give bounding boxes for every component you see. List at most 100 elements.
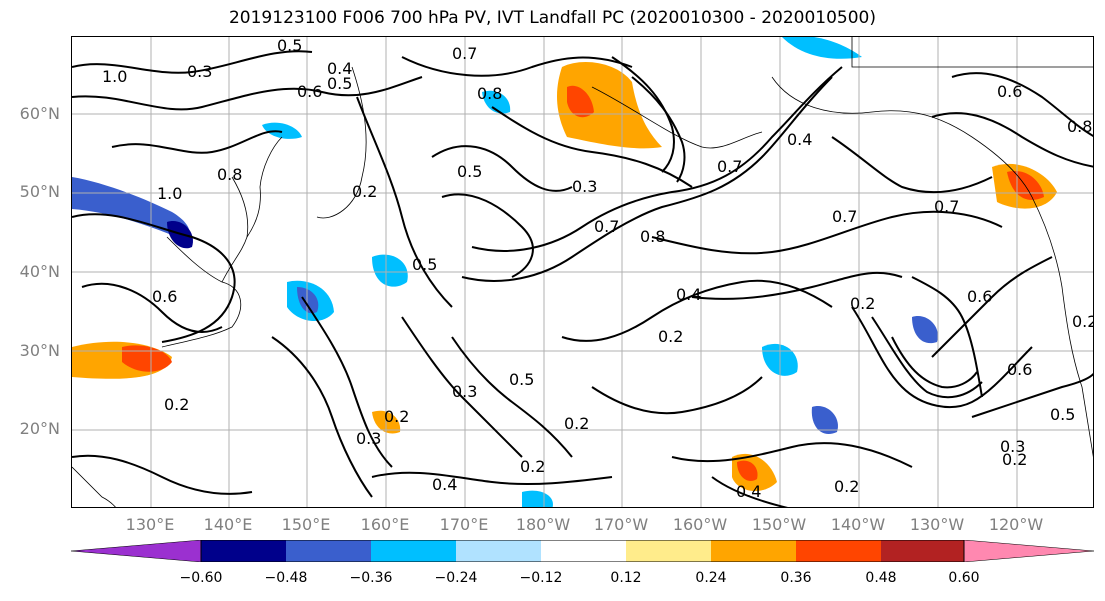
lon-label-140w: 140°W <box>830 515 886 534</box>
contour-label: 0.7 <box>934 197 959 216</box>
contour-label: 0.7 <box>594 217 619 236</box>
contour-label: 0.4 <box>432 475 457 494</box>
colorbar <box>71 540 1094 562</box>
colorbar-segment <box>71 540 202 562</box>
shading-blob <box>912 316 938 344</box>
contour-label: 0.3 <box>356 429 381 448</box>
contour-label: 0.6 <box>1007 360 1032 379</box>
colorbar-tick: −0.36 <box>349 570 393 586</box>
lon-label-160w: 160°W <box>672 515 728 534</box>
contour-label: 0.2 <box>1002 450 1027 469</box>
contour-label: 0.6 <box>967 287 992 306</box>
colorbar-tick: −0.60 <box>179 570 223 586</box>
contour-labels: 0.5 0.3 0.4 0.5 0.7 0.8 0.6 1.0 0.8 0.2 … <box>102 37 1094 501</box>
contour-label: 0.2 <box>564 414 589 433</box>
contour-label: 0.6 <box>152 287 177 306</box>
map-panel: 0.5 0.3 0.4 0.5 0.7 0.8 0.6 1.0 0.8 0.2 … <box>71 36 1094 508</box>
colorbar-tick: −0.48 <box>264 570 308 586</box>
contour-label: 0.2 <box>164 395 189 414</box>
contour-label: 0.7 <box>452 44 477 63</box>
contour-label: 0.5 <box>457 162 482 181</box>
colorbar-tick: −0.12 <box>519 570 563 586</box>
contour-label: 0.5 <box>412 255 437 274</box>
shading-blob <box>567 85 594 118</box>
lon-label-170e: 170°E <box>439 515 489 534</box>
contour-label: 0.4 <box>327 59 352 78</box>
colorbar-tick: 0.60 <box>948 570 980 586</box>
shading-blob <box>482 90 511 114</box>
map-title: 2019123100 F006 700 hPa PV, IVT Landfall… <box>228 8 876 28</box>
colorbar-segment <box>881 540 964 562</box>
lat-label-40n: 40°N <box>19 262 60 281</box>
contour-label: 0.2 <box>1072 312 1094 331</box>
lon-label-120w: 120°W <box>988 515 1044 534</box>
contour-label: 0.2 <box>834 477 859 496</box>
lat-label-50n: 50°N <box>19 182 60 201</box>
lon-label-130e: 130°E <box>125 515 175 534</box>
colorbar-tick: 0.12 <box>610 570 642 586</box>
colorbar-tick: −0.24 <box>434 570 478 586</box>
contour-label: 0.6 <box>297 82 322 101</box>
shading-blob <box>297 287 319 314</box>
contour-label: 0.2 <box>850 294 875 313</box>
lat-label-60n: 60°N <box>19 104 60 123</box>
contour-label: 0.7 <box>832 207 857 226</box>
contour-label: 0.2 <box>352 182 377 201</box>
shading-blob <box>372 254 408 287</box>
lon-label-130w: 130°W <box>909 515 965 534</box>
colorbar-tick: 0.24 <box>695 570 727 586</box>
contour-label: 0.7 <box>717 157 742 176</box>
contour-label: 1.0 <box>102 67 127 86</box>
contour-label: 0.8 <box>217 165 242 184</box>
contour-label: 0.2 <box>384 407 409 426</box>
colorbar-segment <box>371 540 456 562</box>
colorbar-segment <box>711 540 796 562</box>
colorbar-segment <box>541 540 626 562</box>
shading-blob <box>72 177 190 238</box>
shading-blob <box>262 122 302 139</box>
colorbar-segment <box>963 540 1094 562</box>
contour-label: 0.8 <box>1067 117 1092 136</box>
lon-label-170w: 170°W <box>593 515 649 534</box>
colorbar-tick: 0.36 <box>780 570 812 586</box>
graticule <box>72 37 1093 507</box>
lat-label-30n: 30°N <box>19 341 60 360</box>
contour-label: 0.3 <box>1000 437 1025 456</box>
lon-label-160e: 160°E <box>360 515 410 534</box>
contour-label: 0.4 <box>736 482 761 501</box>
contour-label: 0.8 <box>477 84 502 103</box>
contour-label: 0.2 <box>658 327 683 346</box>
contour-label: 0.3 <box>187 62 212 81</box>
contour-label: 0.3 <box>572 177 597 196</box>
lon-label-150w: 150°W <box>751 515 807 534</box>
shading-blob <box>782 37 862 59</box>
colorbar-segment <box>201 540 286 562</box>
contour-label: 0.4 <box>676 285 701 304</box>
shading-blob <box>557 62 662 149</box>
colorbar-segment <box>456 540 541 562</box>
colorbar-segment <box>286 540 371 562</box>
map-canvas: 0.5 0.3 0.4 0.5 0.7 0.8 0.6 1.0 0.8 0.2 … <box>72 37 1094 507</box>
shading-blob <box>737 460 758 482</box>
lon-label-150e: 150°E <box>281 515 331 534</box>
contour-label: 0.5 <box>327 74 352 93</box>
shading-blob <box>811 406 838 435</box>
contour-label: 0.5 <box>509 370 534 389</box>
lon-label-180w: 180°W <box>515 515 571 534</box>
lat-label-20n: 20°N <box>19 419 60 438</box>
contour-label: 0.3 <box>452 382 477 401</box>
contour-label: 0.4 <box>787 130 812 149</box>
contour-label: 0.8 <box>640 227 665 246</box>
contour-label: 0.5 <box>277 37 302 55</box>
contour-label: 0.2 <box>520 457 545 476</box>
contour-label: 0.6 <box>997 82 1022 101</box>
colorbar-tick: 0.48 <box>865 570 897 586</box>
contour-label: 0.5 <box>1050 405 1075 424</box>
shading-blob <box>122 345 172 372</box>
lon-label-140e: 140°E <box>203 515 253 534</box>
pv-contours <box>72 50 1093 507</box>
colorbar-segment <box>796 540 881 562</box>
colorbar-segment <box>626 540 711 562</box>
shading-blob <box>522 490 553 507</box>
contour-label: 1.0 <box>157 184 182 203</box>
